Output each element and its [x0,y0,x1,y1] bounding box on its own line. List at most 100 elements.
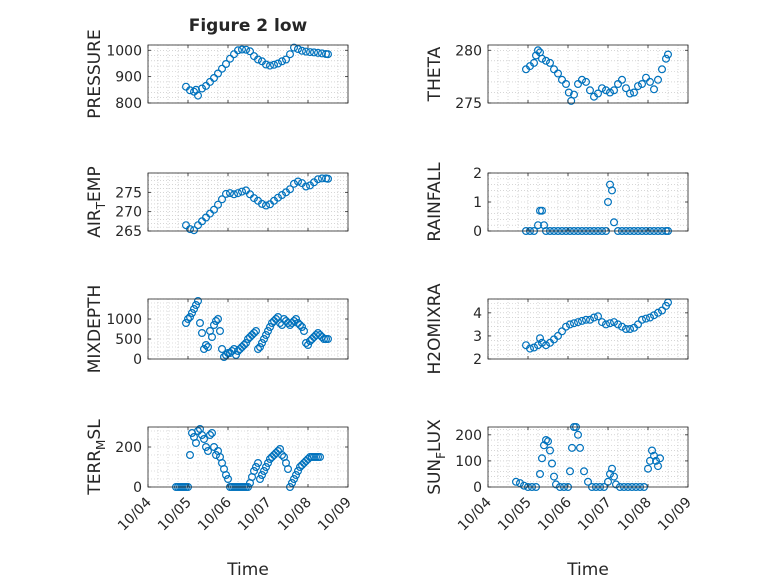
data-point [537,206,546,215]
axes-frame [147,44,349,104]
data-point [647,446,656,455]
data-point [573,318,582,327]
x-tick-label: 10/05 [495,495,535,535]
data-point [302,457,311,466]
data-point [641,73,650,82]
data-point [601,320,610,329]
data-point [543,437,552,446]
y-tick-label: 2 [473,166,482,182]
data-point [573,430,582,439]
data-point [288,319,297,328]
data-point [298,461,307,470]
data-point [633,320,642,329]
data-point [629,88,638,97]
data-point [226,54,235,63]
x-tick-label: 10/05 [155,495,195,535]
data-point [565,467,574,476]
data-point [597,84,606,93]
data-point [561,322,570,331]
data-point [254,55,263,64]
data-point [569,90,578,99]
data-point [284,465,293,474]
data-point [553,331,562,340]
data-point [204,447,213,456]
data-point [210,73,219,82]
data-point [316,331,325,340]
y-axis-label: THETA [425,46,445,102]
subplot-rainfall: 0 1 2 RAINFALL [425,162,689,242]
data-point [186,451,195,460]
y-tick-label: 1 [473,195,482,211]
data-point [290,179,299,188]
data-point [649,85,658,94]
data-point [314,48,323,57]
data-point [202,443,211,452]
data-point [210,443,219,452]
y-tick-label: 0 [473,224,482,240]
x-axis-label: Time [226,560,269,580]
data-point [621,325,630,334]
data-point [579,467,588,476]
data-point [238,187,247,196]
y-tick-label: 270 [115,205,142,221]
data-point [605,470,614,479]
data-point [541,436,550,445]
data-point [581,315,590,324]
y-axis-label: SUNFLUX [425,419,448,495]
data-point [613,320,622,329]
y-tick-label: 200 [115,440,142,456]
data-point [250,329,259,338]
data-point [609,86,618,95]
data-point [663,50,672,59]
data-point [218,345,227,354]
data-point [633,82,642,91]
data-point [316,453,325,462]
data-point [274,447,283,456]
y-tick-label: 265 [115,224,142,240]
data-point [535,470,544,479]
data-point [645,77,654,86]
data-point [258,339,267,348]
data-point [232,351,241,360]
data-point [238,45,247,54]
data-point [272,315,281,324]
data-point [222,471,231,480]
data-point [250,467,259,476]
data-point [306,337,315,346]
data-point [585,315,594,324]
data-point [258,199,267,208]
y-tick-label: 275 [455,96,482,112]
data-point [561,79,570,88]
data-point [226,189,235,198]
subplot-sunflux: 0 100 200 10/04 10/05 10/06 10/07 10/08 10/09 Tim… [425,419,695,580]
data-point [643,464,652,473]
data-point [280,315,289,324]
y-tick-label: 0 [133,352,142,368]
data-point [575,443,584,452]
data-point [286,321,295,330]
data-point [318,174,327,183]
data-point [240,341,249,350]
x-tick-label: 10/04 [115,494,155,534]
data-point [607,186,616,195]
data-point [254,345,263,354]
data-point [593,312,602,321]
data-point [649,311,658,320]
data-point [244,335,253,344]
data-point [637,79,646,88]
data-point [535,334,544,343]
data-point [194,91,203,100]
data-point [294,319,303,328]
data-point [224,475,233,484]
data-point [200,345,209,354]
data-point [609,218,618,227]
data-point [214,69,223,78]
data-point [607,464,616,473]
data-point [577,316,586,325]
x-tick-label: 10/08 [615,495,655,535]
y-axis-label: AIRTEMP [85,166,108,237]
axes-frame [147,172,349,232]
data-point [238,343,247,352]
axes-frame [147,426,349,488]
data-point [617,322,626,331]
